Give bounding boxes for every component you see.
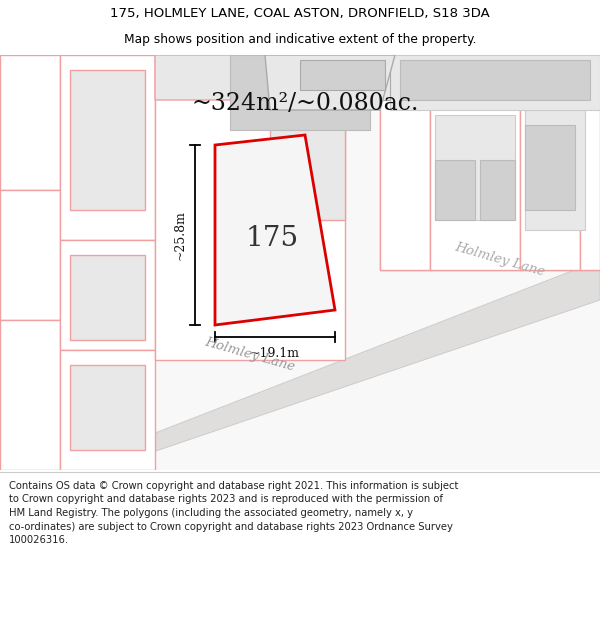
Polygon shape xyxy=(155,55,380,100)
Polygon shape xyxy=(435,160,475,220)
Polygon shape xyxy=(270,55,345,220)
Polygon shape xyxy=(300,60,385,90)
Polygon shape xyxy=(0,55,60,190)
Text: ~19.1m: ~19.1m xyxy=(250,347,300,360)
Polygon shape xyxy=(480,160,515,220)
Text: 175, HOLMLEY LANE, COAL ASTON, DRONFIELD, S18 3DA: 175, HOLMLEY LANE, COAL ASTON, DRONFIELD… xyxy=(110,8,490,20)
Polygon shape xyxy=(230,55,370,130)
Text: Holmley Lane: Holmley Lane xyxy=(454,241,547,279)
Text: ~324m²/~0.080ac.: ~324m²/~0.080ac. xyxy=(191,92,419,115)
Polygon shape xyxy=(435,115,515,220)
Text: Holmley Lane: Holmley Lane xyxy=(203,336,296,374)
Polygon shape xyxy=(520,55,580,270)
Polygon shape xyxy=(215,135,335,325)
Text: Contains OS data © Crown copyright and database right 2021. This information is : Contains OS data © Crown copyright and d… xyxy=(9,481,458,545)
Polygon shape xyxy=(70,255,145,340)
Polygon shape xyxy=(0,55,600,470)
Polygon shape xyxy=(430,55,520,270)
Polygon shape xyxy=(580,55,600,270)
Polygon shape xyxy=(155,55,345,360)
Polygon shape xyxy=(390,55,600,110)
Polygon shape xyxy=(525,125,575,210)
Polygon shape xyxy=(60,350,155,470)
Polygon shape xyxy=(0,190,60,320)
Polygon shape xyxy=(400,60,590,100)
Text: ~25.8m: ~25.8m xyxy=(174,210,187,260)
Polygon shape xyxy=(265,55,395,110)
Polygon shape xyxy=(380,55,430,270)
Polygon shape xyxy=(0,320,60,470)
Text: 175: 175 xyxy=(246,225,299,253)
Text: Map shows position and indicative extent of the property.: Map shows position and indicative extent… xyxy=(124,33,476,46)
Polygon shape xyxy=(525,110,585,230)
Polygon shape xyxy=(60,55,155,240)
Polygon shape xyxy=(60,260,600,470)
Polygon shape xyxy=(70,365,145,450)
Polygon shape xyxy=(290,55,390,100)
Polygon shape xyxy=(60,240,155,350)
Polygon shape xyxy=(70,70,145,210)
Polygon shape xyxy=(380,55,600,270)
